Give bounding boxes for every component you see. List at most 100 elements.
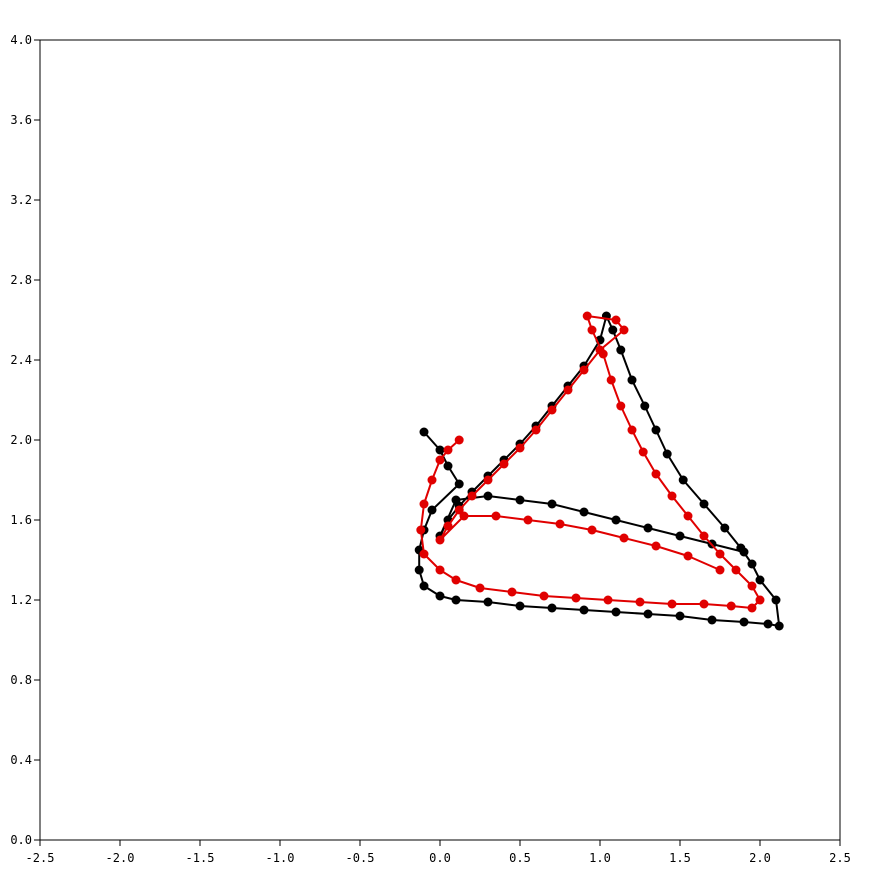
data-point: [643, 609, 653, 619]
data-point: [499, 459, 509, 469]
data-point: [747, 603, 757, 613]
y-tick-label: 3.2: [10, 193, 32, 207]
data-point: [579, 507, 589, 517]
data-point: [667, 491, 677, 501]
data-point: [619, 533, 629, 543]
data-point: [451, 575, 461, 585]
data-point: [747, 581, 757, 591]
y-tick-label: 3.6: [10, 113, 32, 127]
data-point: [491, 511, 501, 521]
data-point: [763, 619, 773, 629]
x-tick-label: 0.5: [509, 851, 531, 865]
y-tick-label: 4.0: [10, 33, 32, 47]
data-point: [662, 449, 672, 459]
y-tick-label: 0.0: [10, 833, 32, 847]
data-point: [699, 499, 709, 509]
data-point: [427, 505, 437, 515]
data-point: [582, 311, 592, 321]
data-point: [563, 385, 573, 395]
data-point: [667, 599, 677, 609]
data-point: [539, 591, 549, 601]
data-point: [507, 587, 517, 597]
data-point: [627, 375, 637, 385]
data-point: [427, 475, 437, 485]
y-axis-ticks: 0.0 0.4 0.8 1.2 1.6 2.0 2.4 2.8 3.2 3.6 4.0: [10, 33, 40, 847]
data-point: [515, 601, 525, 611]
data-point: [416, 525, 426, 535]
data-point: [755, 575, 765, 585]
data-point: [707, 615, 717, 625]
x-tick-label: -1.0: [266, 851, 295, 865]
series-2: [416, 311, 765, 613]
y-tick-label: 0.4: [10, 753, 32, 767]
data-point: [414, 565, 424, 575]
data-point: [726, 601, 736, 611]
data-point: [515, 443, 525, 453]
data-point: [475, 583, 485, 593]
data-point: [515, 495, 525, 505]
data-point: [435, 445, 445, 455]
data-point: [606, 375, 616, 385]
x-tick-label: -1.5: [186, 851, 215, 865]
data-point: [675, 611, 685, 621]
data-point: [547, 405, 557, 415]
data-point: [547, 499, 557, 509]
data-point: [547, 603, 557, 613]
x-tick-label: -0.5: [346, 851, 375, 865]
data-point: [739, 547, 749, 557]
data-point: [454, 435, 464, 445]
series-1-line: [418, 315, 781, 627]
x-tick-label: 1.0: [589, 851, 611, 865]
data-point: [483, 597, 493, 607]
data-point: [651, 541, 661, 551]
data-point: [443, 521, 453, 531]
y-tick-label: 0.8: [10, 673, 32, 687]
data-point: [419, 549, 429, 559]
x-tick-label: 2.5: [829, 851, 851, 865]
series-layer: [414, 311, 784, 631]
data-point: [640, 401, 650, 411]
data-point: [435, 455, 445, 465]
series-1: [414, 311, 784, 631]
x-axis-ticks: -2.5 -2.0 -1.5 -1.0 -0.5 0.0 0.5 1.0 1.5 2.0 2.5: [26, 840, 851, 865]
data-point: [699, 531, 709, 541]
data-point: [611, 315, 621, 325]
series-2-line: [419, 315, 761, 609]
x-tick-label: 0.0: [429, 851, 451, 865]
data-point: [454, 505, 464, 515]
data-point: [771, 595, 781, 605]
data-point: [579, 605, 589, 615]
y-tick-label: 2.8: [10, 273, 32, 287]
data-point: [443, 461, 453, 471]
data-point: [483, 491, 493, 501]
data-point: [523, 515, 533, 525]
x-tick-label: 1.5: [669, 851, 691, 865]
plot-frame: [39, 39, 841, 841]
data-point: [715, 549, 725, 559]
data-point: [651, 425, 661, 435]
data-point: [699, 599, 709, 609]
data-point: [435, 535, 445, 545]
data-point: [483, 475, 493, 485]
data-point: [555, 519, 565, 529]
data-point: [587, 325, 597, 335]
data-point: [451, 595, 461, 605]
data-point: [616, 345, 626, 355]
data-point: [603, 595, 613, 605]
data-point: [635, 597, 645, 607]
data-point: [608, 325, 618, 335]
data-point: [616, 401, 626, 411]
data-point: [683, 551, 693, 561]
data-point: [571, 593, 581, 603]
data-point: [419, 427, 429, 437]
data-point: [675, 531, 685, 541]
data-point: [454, 479, 464, 489]
data-point: [435, 591, 445, 601]
data-point: [531, 425, 541, 435]
data-point: [451, 495, 461, 505]
data-point: [715, 565, 725, 575]
data-point: [774, 621, 784, 631]
data-point: [619, 325, 629, 335]
data-point: [739, 617, 749, 627]
